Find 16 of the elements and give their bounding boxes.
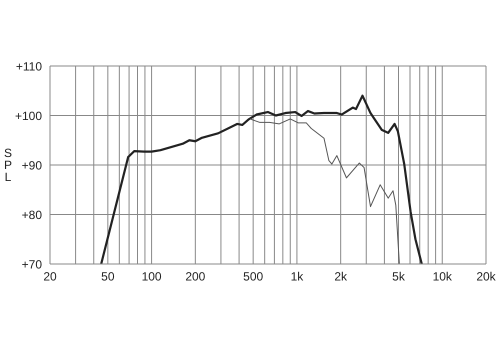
- x-tick-label: 1k: [290, 270, 304, 284]
- x-tick-label: 20k: [476, 270, 497, 284]
- y-tick-label: +110: [16, 59, 42, 74]
- x-tick-label: 10k: [432, 270, 453, 284]
- y-tick-label: +70: [22, 257, 42, 272]
- x-tick-label: 100: [142, 270, 162, 284]
- x-tick-label: 50: [101, 270, 115, 284]
- y-axis-title: SPL: [4, 146, 12, 184]
- y-tick-label: +90: [22, 158, 42, 172]
- y-tick-label: +80: [22, 208, 42, 222]
- y-tick-label: +100: [14, 108, 42, 123]
- x-tick-label: 20: [43, 270, 57, 284]
- x-tick-label: 500: [243, 270, 264, 284]
- x-tick-label: 200: [185, 270, 206, 284]
- x-tick-label: 5k: [392, 270, 406, 284]
- x-tick-label: 2k: [334, 270, 348, 284]
